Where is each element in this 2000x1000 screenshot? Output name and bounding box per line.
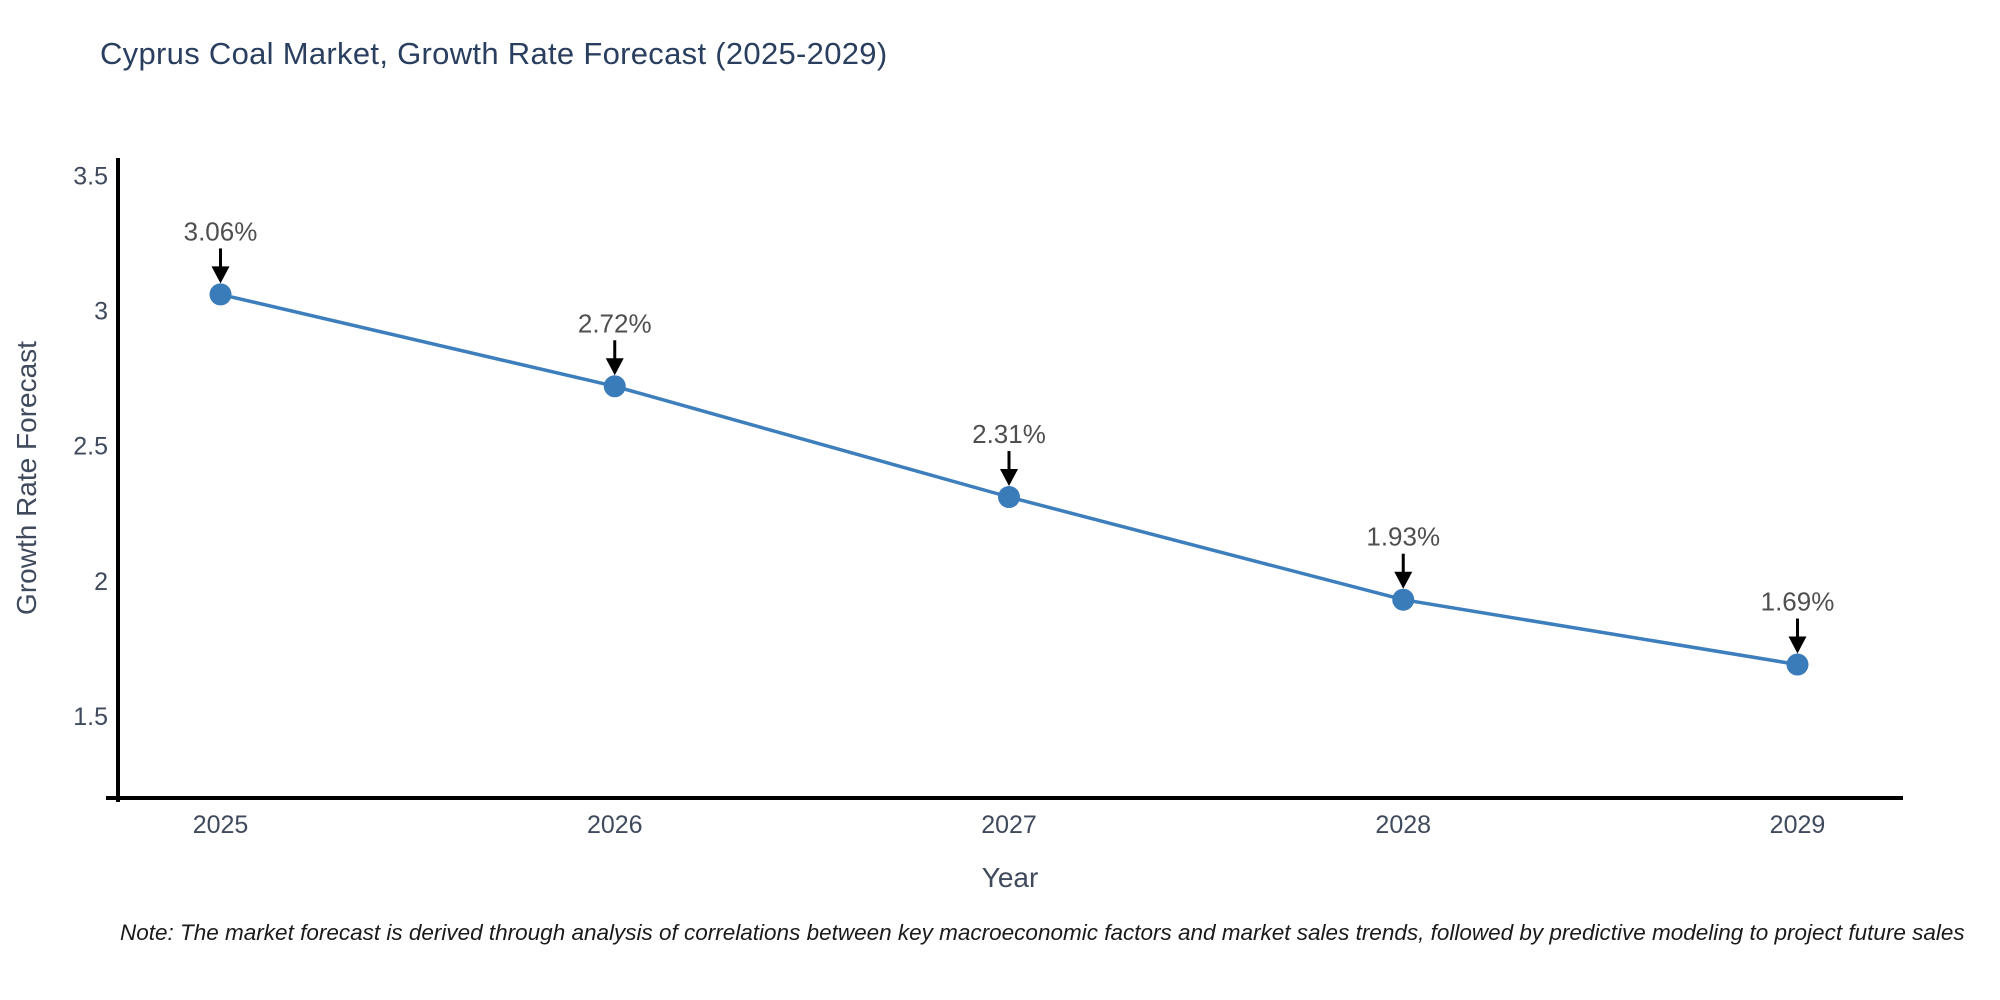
x-axis-spine [106,796,1903,800]
y-tick-label: 1.5 [73,703,108,731]
data-point-marker [209,283,232,306]
data-point-marker [998,486,1020,509]
annotation-arrow-head [211,266,230,284]
annotation-arrow-head [1788,636,1807,654]
data-point-marker [1392,588,1415,611]
x-axis-title: Year [981,862,1039,893]
y-tick-label: 3.5 [73,163,108,191]
x-tick-label: 2025 [193,811,249,839]
data-point-label: 1.69% [1761,587,1835,617]
data-point-label: 3.06% [184,216,258,246]
data-point-marker [1786,653,1809,676]
x-tick-label: 2029 [1770,811,1826,839]
x-tick-label: 2028 [1375,811,1431,839]
data-point-label: 1.93% [1366,522,1440,552]
y-tick-label: 2.5 [73,433,108,461]
annotation-arrow-head [1000,469,1018,487]
x-tick-label: 2027 [981,811,1037,839]
annotation-arrow-head [605,358,624,376]
chart-title: Cyprus Coal Market, Growth Rate Forecast… [100,36,888,71]
y-axis-title: Growth Rate Forecast [11,341,42,615]
y-tick-label: 2 [94,568,108,596]
annotation-arrow-head [1394,571,1413,589]
y-tick-label: 3 [94,298,108,326]
data-point-label: 2.31% [972,419,1046,449]
data-point-label: 2.72% [578,308,652,338]
data-point-marker [603,375,626,398]
footnote: Note: The market forecast is derived thr… [120,920,1965,945]
x-tick-label: 2026 [587,811,643,839]
y-axis-spine [116,158,120,802]
